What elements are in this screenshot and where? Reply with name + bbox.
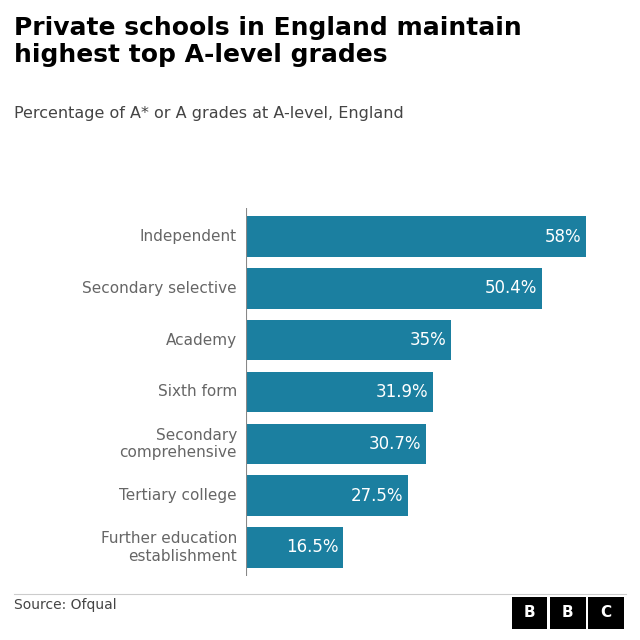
Bar xyxy=(246,216,586,257)
Text: Secondary selective: Secondary selective xyxy=(82,281,237,296)
Text: 31.9%: 31.9% xyxy=(376,383,429,401)
Text: Further education
establishment: Further education establishment xyxy=(100,531,237,564)
Text: Independent: Independent xyxy=(140,229,237,244)
Text: B: B xyxy=(562,605,573,620)
Text: Private schools in England maintain
highest top A-level grades: Private schools in England maintain high… xyxy=(14,16,522,67)
Bar xyxy=(246,424,426,464)
FancyBboxPatch shape xyxy=(512,596,547,629)
Text: Sixth form: Sixth form xyxy=(157,385,237,399)
Text: Academy: Academy xyxy=(166,333,237,348)
FancyBboxPatch shape xyxy=(550,596,586,629)
Bar xyxy=(246,372,433,412)
Bar xyxy=(246,476,408,516)
Text: Percentage of A* or A grades at A-level, England: Percentage of A* or A grades at A-level,… xyxy=(14,106,404,120)
Text: Tertiary college: Tertiary college xyxy=(119,488,237,503)
Text: 58%: 58% xyxy=(545,227,582,246)
Text: B: B xyxy=(524,605,536,620)
Text: Secondary
comprehensive: Secondary comprehensive xyxy=(119,428,237,460)
Text: Source: Ofqual: Source: Ofqual xyxy=(14,598,116,612)
Text: 27.5%: 27.5% xyxy=(350,486,403,505)
Text: C: C xyxy=(600,605,611,620)
Bar xyxy=(246,268,541,308)
Text: 16.5%: 16.5% xyxy=(286,538,339,557)
Text: 35%: 35% xyxy=(410,331,447,349)
Bar xyxy=(246,320,451,360)
FancyBboxPatch shape xyxy=(588,596,623,629)
Text: 50.4%: 50.4% xyxy=(484,279,537,298)
Text: 30.7%: 30.7% xyxy=(369,435,422,453)
Bar xyxy=(246,527,343,568)
